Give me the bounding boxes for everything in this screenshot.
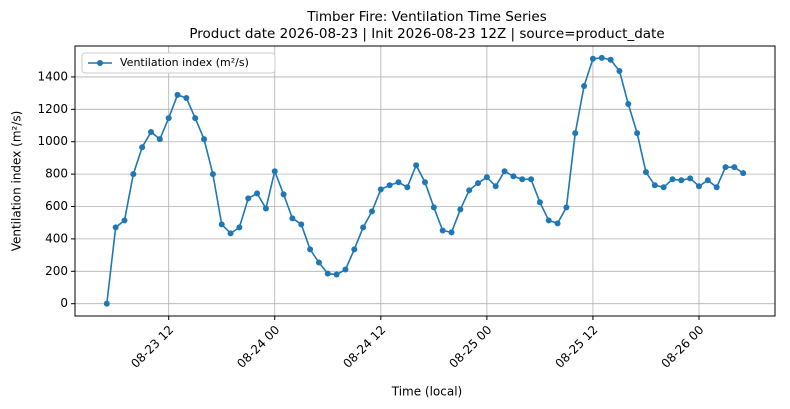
data-point [704, 177, 711, 184]
x-tick-label: 08-24 12 [340, 323, 388, 371]
data-point [695, 183, 702, 190]
data-point [112, 224, 119, 231]
data-point [669, 176, 676, 183]
legend-marker [97, 60, 103, 66]
data-point [625, 100, 632, 107]
x-tick-label: 08-26 00 [659, 323, 707, 371]
data-point [351, 246, 358, 253]
data-point [554, 220, 561, 227]
legend-label: Ventilation index (m²/s) [120, 56, 249, 69]
data-point [598, 54, 605, 61]
data-point [678, 177, 685, 184]
data-point [174, 91, 181, 98]
data-point [192, 115, 199, 122]
data-point [298, 221, 305, 228]
data-point [404, 184, 411, 191]
data-point [245, 195, 252, 202]
data-point [430, 204, 437, 211]
data-point [130, 171, 137, 178]
x-tick-label: 08-25 00 [446, 323, 494, 371]
data-point [156, 136, 163, 143]
y-axis-label: Ventilation index (m²/s) [10, 111, 24, 252]
data-point [536, 199, 543, 206]
data-point [510, 173, 517, 180]
data-point [545, 217, 552, 224]
data-point [139, 144, 146, 151]
data-point [280, 191, 287, 198]
x-tick-label: 08-24 00 [234, 323, 282, 371]
data-point [342, 266, 349, 273]
y-tick-label: 1000 [37, 134, 68, 148]
data-point [227, 230, 234, 237]
data-point [607, 56, 614, 63]
data-point [289, 215, 296, 222]
data-point [422, 179, 428, 186]
data-point [395, 179, 402, 186]
data-point [218, 221, 225, 228]
data-point [386, 182, 393, 189]
data-point [519, 176, 526, 183]
data-point [201, 136, 208, 143]
y-tick-label: 800 [45, 167, 68, 181]
data-point [271, 168, 278, 175]
data-point [439, 227, 446, 234]
data-point [572, 130, 579, 137]
data-point [501, 168, 508, 175]
data-point [616, 67, 623, 74]
x-tick-label: 08-25 12 [552, 323, 600, 371]
data-point [262, 205, 269, 212]
data-point [589, 55, 596, 62]
data-point [687, 175, 694, 182]
legend: Ventilation index (m²/s) [81, 52, 276, 74]
data-point [528, 176, 535, 183]
data-point [333, 271, 340, 278]
y-tick-label: 0 [60, 296, 68, 310]
legend-box [81, 52, 276, 74]
chart-subtitle: Product date 2026-08-23 | Init 2026-08-2… [189, 26, 664, 42]
y-tick-label: 1200 [37, 102, 68, 116]
data-point [165, 115, 172, 122]
data-point [563, 204, 570, 211]
data-point [209, 171, 216, 178]
data-point [307, 246, 314, 253]
x-tick-label: 08-23 12 [128, 323, 176, 371]
chart-title: Timber Fire: Ventilation Time Series [306, 9, 547, 25]
data-point [254, 190, 261, 197]
data-point [731, 164, 738, 171]
data-point [448, 229, 455, 236]
y-tick-label: 1400 [37, 69, 68, 83]
y-tick-label: 600 [45, 199, 68, 213]
data-point [475, 180, 482, 187]
y-tick-label: 200 [45, 264, 68, 278]
data-point [492, 183, 499, 190]
data-point [324, 270, 331, 277]
data-point [581, 83, 588, 90]
x-axis-label: Time (local) [391, 385, 463, 399]
data-point [722, 164, 729, 171]
data-point [183, 94, 190, 101]
data-point [483, 174, 490, 181]
data-point [236, 224, 243, 231]
data-point [377, 186, 384, 193]
data-point [315, 259, 322, 266]
data-point [740, 170, 747, 177]
data-point [713, 184, 720, 191]
data-point [660, 184, 667, 191]
data-point [360, 224, 367, 231]
data-point [651, 182, 658, 189]
data-point [413, 162, 420, 169]
y-tick-label: 400 [45, 231, 68, 245]
data-point [148, 129, 155, 136]
data-point [642, 169, 649, 176]
data-point [634, 130, 641, 137]
data-point [121, 217, 128, 224]
data-point [457, 206, 464, 213]
data-point [103, 300, 110, 307]
data-point [466, 187, 473, 194]
plot-frame [74, 45, 776, 317]
data-point [368, 208, 375, 215]
